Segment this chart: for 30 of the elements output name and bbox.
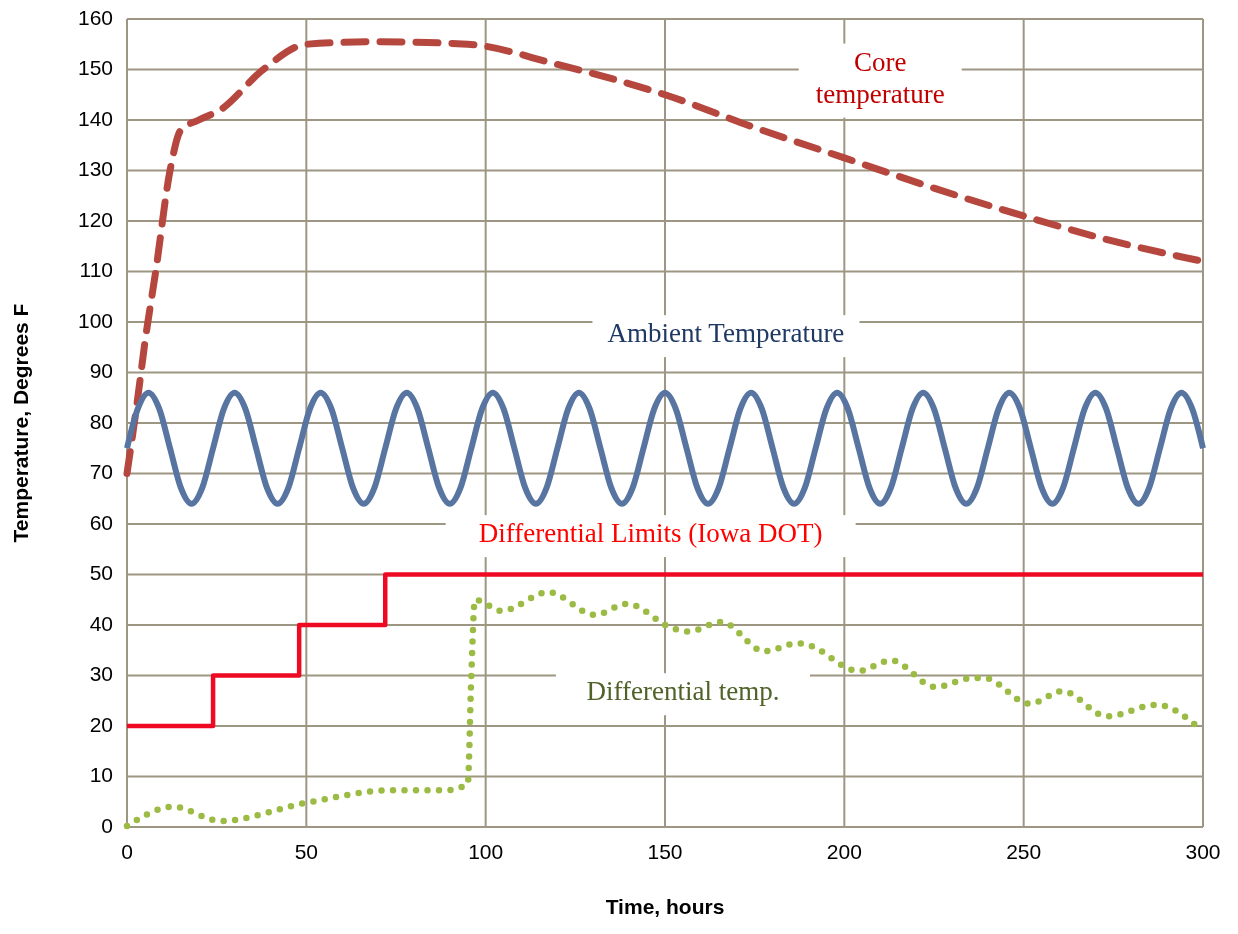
y-tick-label: 20 [89, 712, 113, 736]
x-tick-label: 150 [647, 839, 683, 863]
y-tick-label: 140 [77, 106, 113, 130]
x-axis-title: Time, hours [605, 895, 725, 918]
y-tick-label: 90 [89, 359, 113, 383]
x-tick-label: 250 [1006, 839, 1042, 863]
y-axis-title: Temperature, Degrees F [9, 303, 32, 543]
series-label: Core temperature [815, 46, 945, 109]
y-tick-label: 70 [89, 460, 113, 484]
y-tick-label: 10 [89, 763, 113, 787]
y-tick-label: 0 [101, 813, 113, 837]
y-tick-label: 100 [77, 308, 113, 332]
x-tick-label: 100 [468, 839, 504, 863]
y-tick-label: 130 [77, 157, 113, 181]
y-tick-label: 150 [77, 56, 113, 80]
y-tick-label: 110 [79, 258, 113, 282]
y-tick-label: 60 [89, 510, 113, 534]
y-tick-label: 120 [77, 207, 113, 231]
x-tick-label: 0 [121, 839, 133, 863]
y-tick-label: 40 [89, 611, 113, 635]
series-label: Ambient Temperature [607, 318, 845, 349]
y-tick-label: 50 [89, 561, 113, 585]
series-label: Differential temp. [586, 676, 780, 707]
x-tick-label: 200 [826, 839, 862, 863]
x-tick-label: 50 [294, 839, 319, 863]
y-tick-label: 160 [77, 5, 113, 29]
y-tick-label: 30 [89, 662, 113, 686]
x-tick-label: 300 [1185, 839, 1221, 863]
series-label: Differential Limits (Iowa DOT) [478, 518, 823, 549]
y-tick-label: 80 [89, 409, 113, 433]
